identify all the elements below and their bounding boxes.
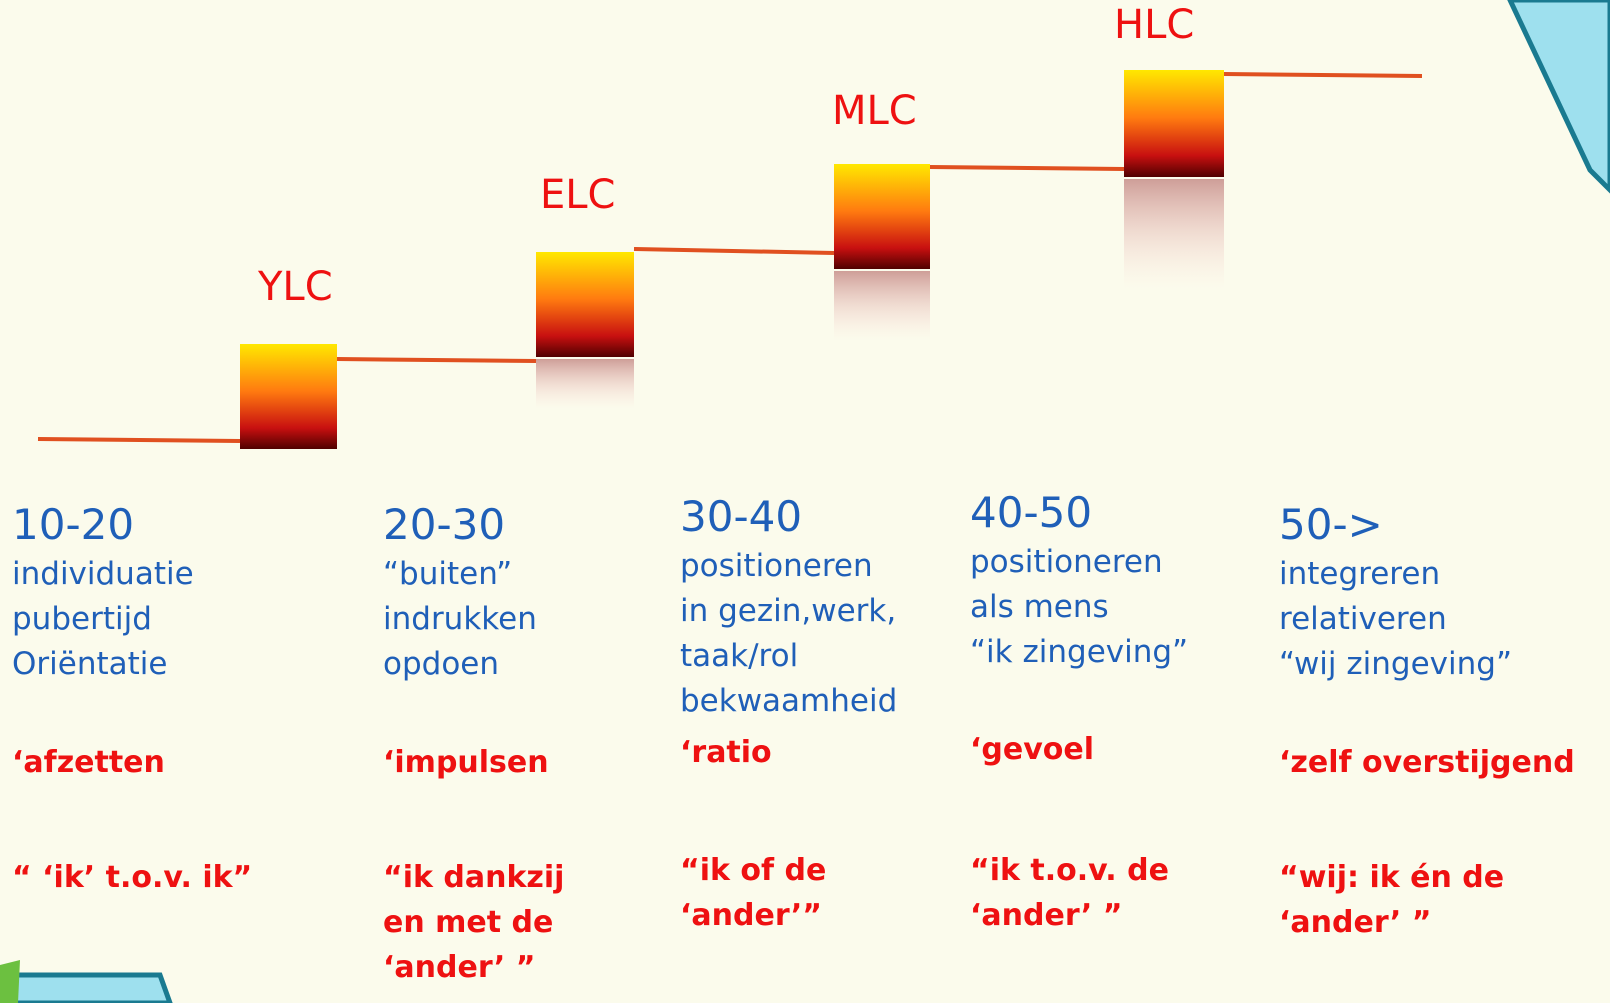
quote-line: ‘ander’” [680, 893, 822, 938]
quote-line: ‘ander’ ” [383, 945, 535, 990]
description-line: pubertijd [12, 597, 152, 642]
slide: YLC ELC MLC HLC 10-20individuatiepubertijdOr… [0, 0, 1610, 1003]
description-line: opdoen [383, 642, 499, 687]
description-line: integreren [1279, 552, 1440, 597]
description-line: individuatie [12, 552, 194, 597]
description-line: relativeren [1279, 597, 1447, 642]
quote-line: “wij: ik én de [1279, 855, 1504, 900]
quote-line: ‘ander’ ” [970, 893, 1122, 938]
description-line: Oriëntatie [12, 642, 167, 687]
description-line: “ik zingeving” [970, 630, 1188, 675]
quote-line: “ ‘ik’ t.o.v. ik” [12, 855, 252, 900]
description-line: taak/rol [680, 634, 798, 679]
description-line: indrukken [383, 597, 537, 642]
quote-line: ‘ander’ ” [1279, 900, 1431, 945]
quote-line: “ik of de [680, 848, 826, 893]
quote-line: “ik dankzij [383, 855, 564, 900]
stage-label: ELC [540, 172, 616, 218]
quote-line: “ik t.o.v. de [970, 848, 1169, 893]
description-line: positioneren [680, 544, 873, 589]
description-line: als mens [970, 585, 1109, 630]
stage-label: YLC [258, 264, 333, 310]
age-range: 30-40 [680, 492, 802, 541]
age-range: 10-20 [12, 500, 134, 549]
quote-line: en met de [383, 900, 553, 945]
age-range: 20-30 [383, 500, 505, 549]
description-line: in gezin,werk, [680, 589, 896, 634]
steps [240, 70, 1224, 449]
keyword: ‘afzetten [12, 745, 165, 780]
description-line: “wij zingeving” [1279, 642, 1512, 687]
keyword: ‘gevoel [970, 732, 1094, 767]
keyword: ‘impulsen [383, 745, 549, 780]
description-line: positioneren [970, 540, 1163, 585]
keyword: ‘ratio [680, 735, 772, 770]
stage-label: HLC [1114, 2, 1194, 48]
age-range: 50-> [1279, 500, 1383, 549]
stage-label: MLC [832, 88, 917, 134]
keyword: ‘zelf overstijgend [1279, 745, 1575, 780]
age-range: 40-50 [970, 488, 1092, 537]
description-line: bekwaamheid [680, 679, 897, 724]
description-line: “buiten” [383, 552, 512, 597]
